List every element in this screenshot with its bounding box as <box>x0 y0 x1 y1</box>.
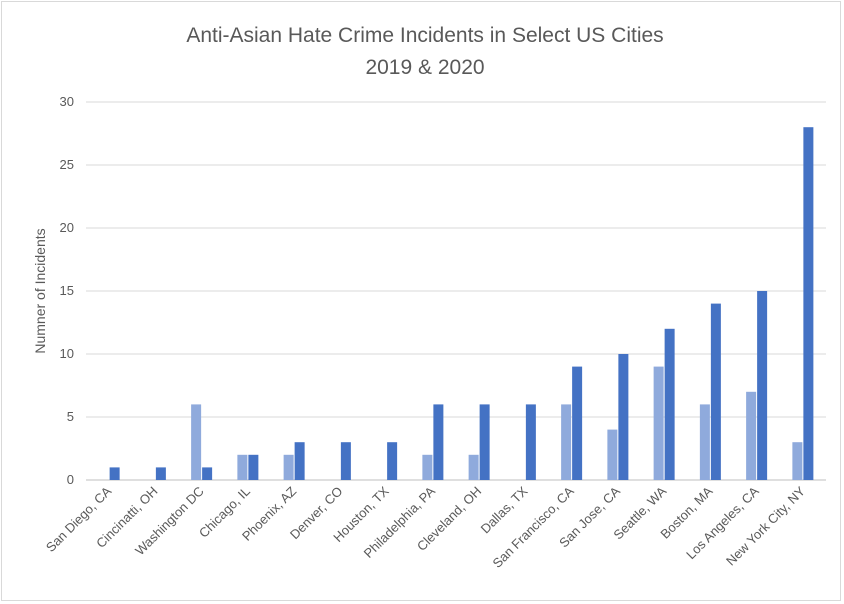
bar-series-2 <box>155 467 166 480</box>
y-tick-label: 5 <box>67 409 74 424</box>
y-tick-label: 25 <box>60 157 74 172</box>
bar-series-1 <box>653 366 664 480</box>
bars <box>109 127 814 480</box>
y-axis-ticks: 0 5 10 15 20 25 30 <box>60 94 74 487</box>
bar-series-2 <box>248 454 259 480</box>
bar-series-1 <box>283 454 294 480</box>
bar-series-2 <box>294 442 305 480</box>
bar-series-2 <box>202 467 213 480</box>
y-tick-label: 0 <box>67 472 74 487</box>
bar-series-2 <box>572 366 583 480</box>
bar-series-2 <box>433 404 444 480</box>
bar-series-1 <box>191 404 202 480</box>
bar-series-2 <box>757 291 768 480</box>
bar-series-1 <box>561 404 572 480</box>
bar-series-1 <box>699 404 710 480</box>
bar-series-1 <box>607 429 618 480</box>
x-category-label: San Francisco, CA <box>490 483 577 570</box>
bar-series-1 <box>792 442 803 480</box>
gridlines <box>86 101 826 481</box>
bar-series-2 <box>387 442 398 480</box>
y-tick-label: 30 <box>60 94 74 109</box>
chart-subtitle: 2019 & 2020 <box>365 56 484 79</box>
y-tick-label: 10 <box>60 346 74 361</box>
x-category-label: New York City, NY <box>723 483 808 568</box>
bar-series-2 <box>803 127 814 480</box>
y-tick-label: 15 <box>60 283 74 298</box>
bar-series-2 <box>525 404 536 480</box>
bar-series-2 <box>618 354 629 480</box>
bar-series-2 <box>340 442 351 480</box>
bar-series-1 <box>746 391 757 480</box>
bar-series-1 <box>468 454 479 480</box>
bar-series-2 <box>109 467 120 480</box>
y-tick-label: 20 <box>60 220 74 235</box>
y-axis-title: Numner of Incidents <box>32 228 48 353</box>
chart-title: Anti-Asian Hate Crime Incidents in Selec… <box>186 24 663 47</box>
bar-series-2 <box>664 328 675 480</box>
bar-series-1 <box>422 454 433 480</box>
bar-series-2 <box>479 404 490 480</box>
bar-series-1 <box>237 454 248 480</box>
bar-series-2 <box>710 303 721 480</box>
